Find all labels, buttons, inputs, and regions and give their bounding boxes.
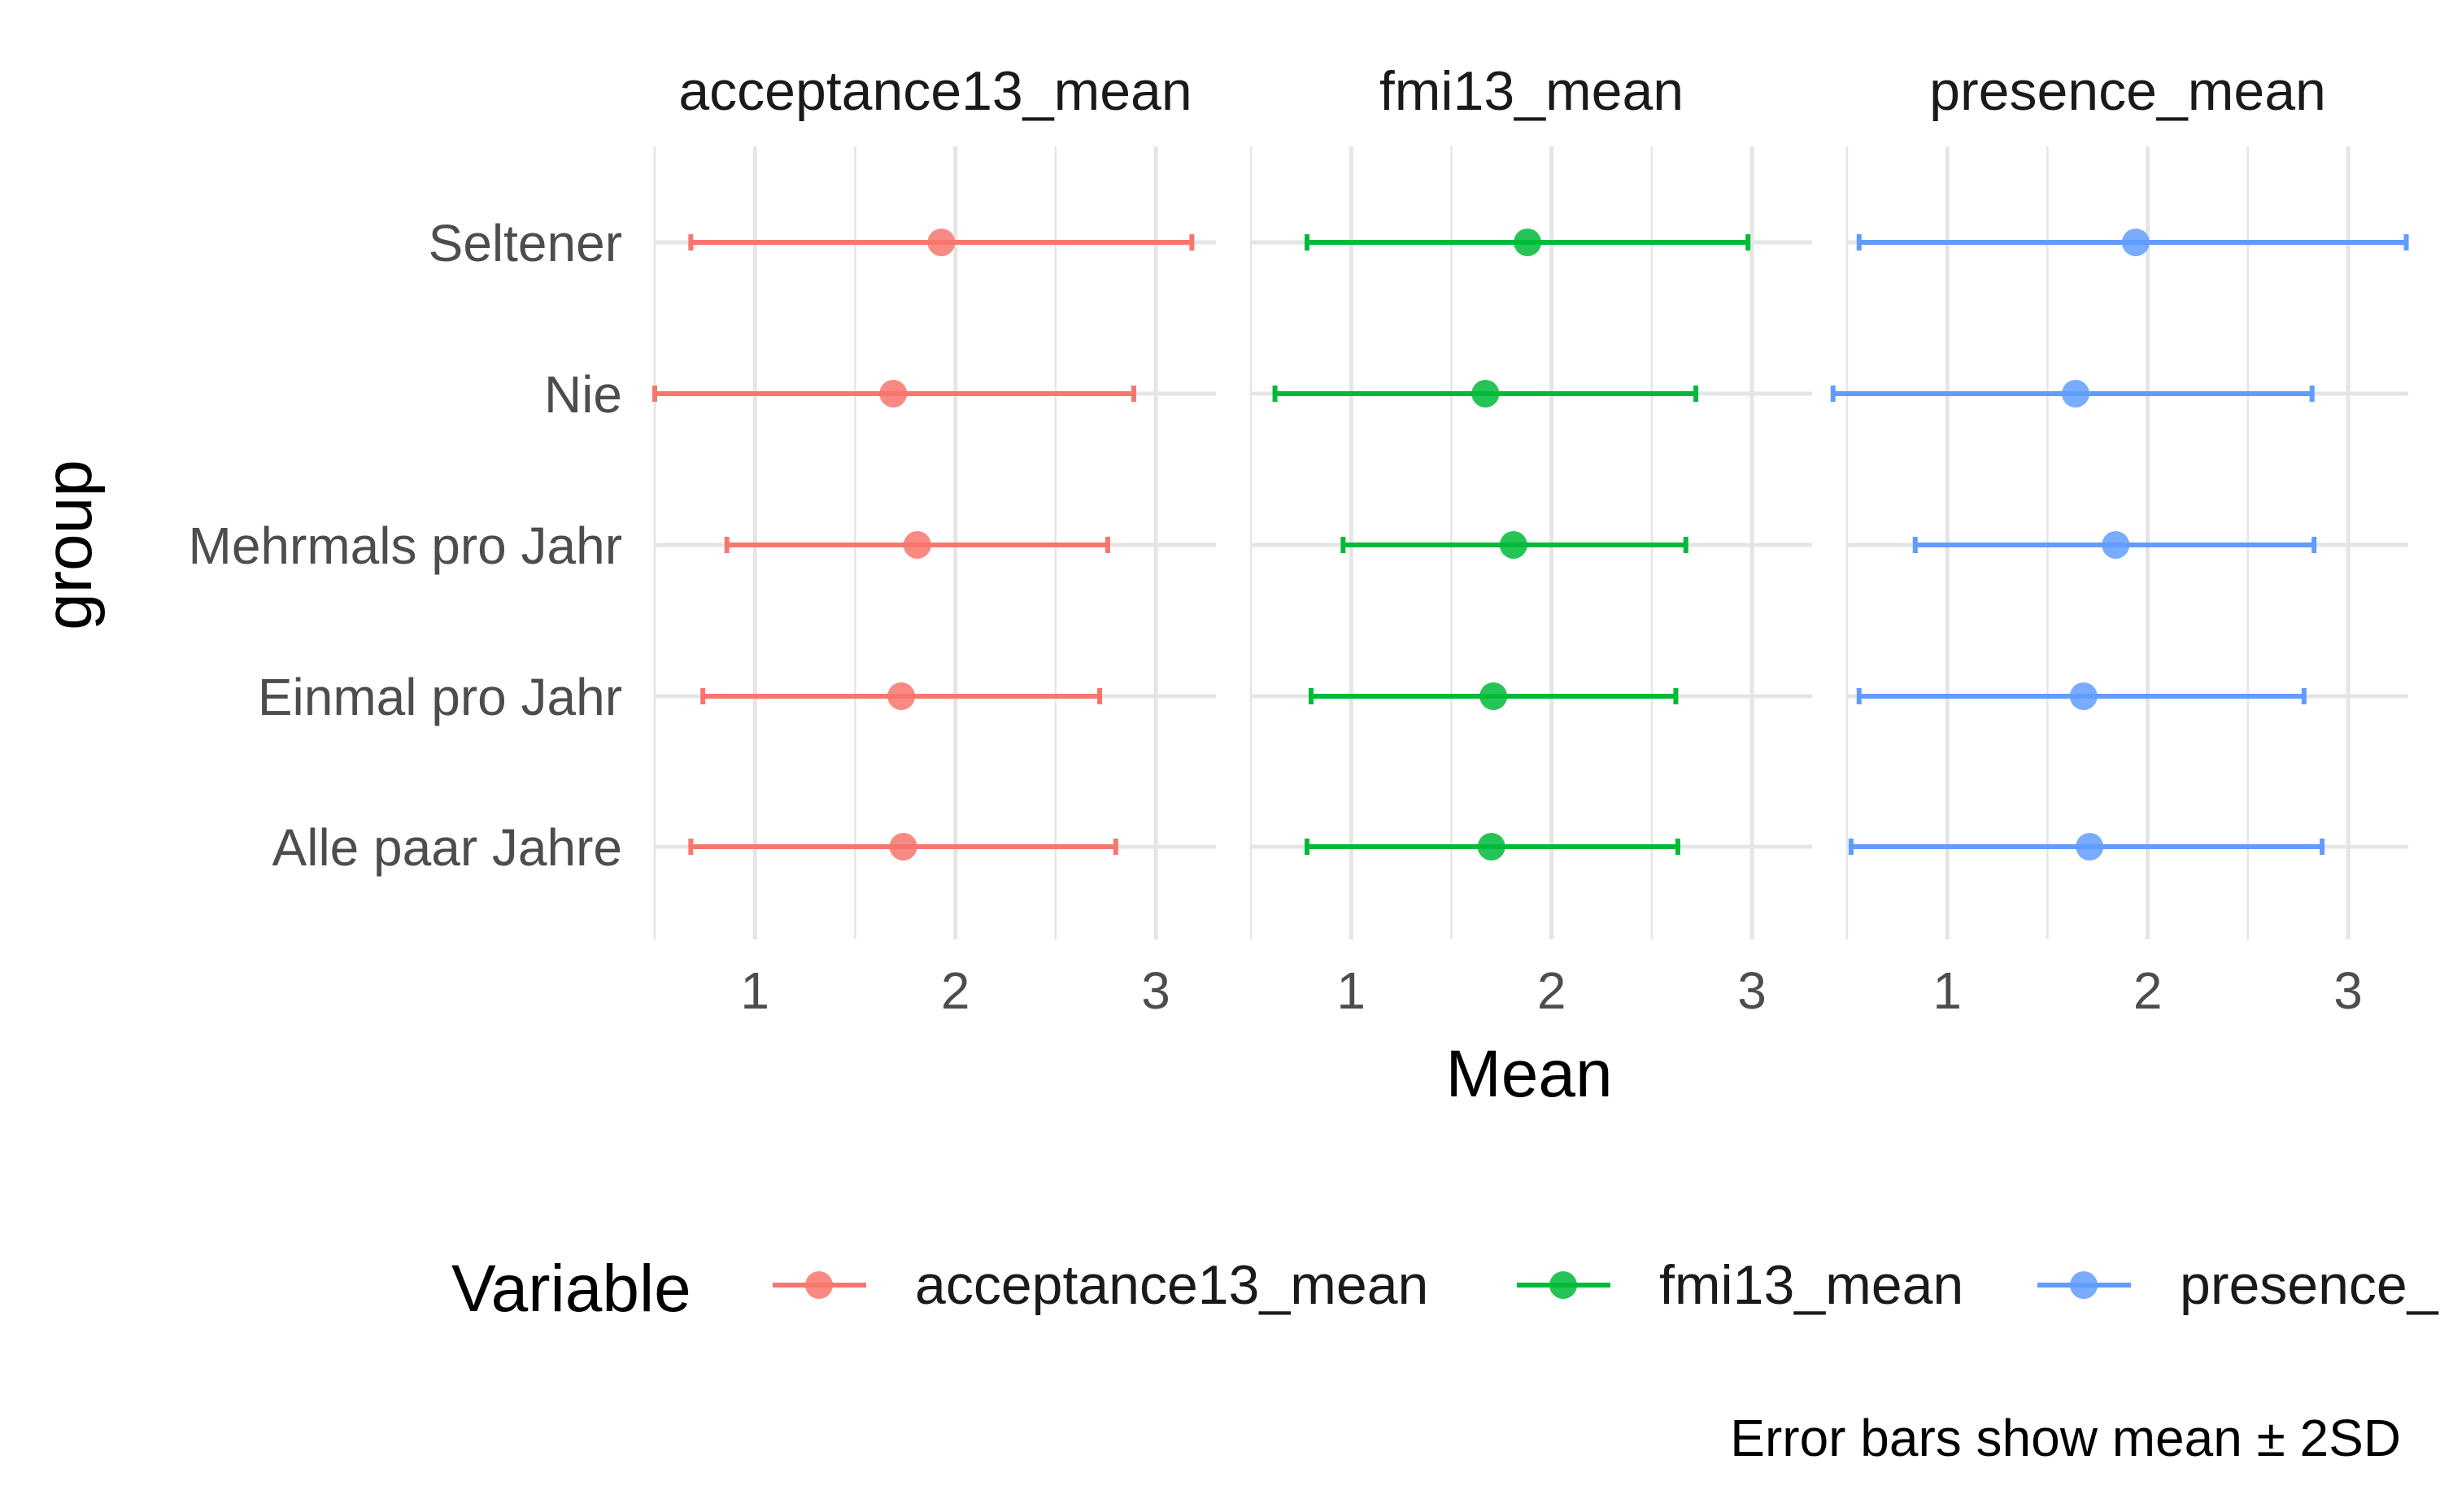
mean-point [887,682,916,710]
x-tick-label: 2 [1537,961,1566,1020]
legend-title: Variable [451,1252,691,1326]
mean-point [927,229,956,256]
legend-label: fmi13_mean [1659,1254,1963,1316]
mean-point [2076,833,2104,861]
y-axis-title: group [32,460,106,630]
x-tick-label: 2 [941,961,970,1020]
y-tick-label: Mehrmals pro Jahr [189,516,623,575]
mean-point [903,531,931,559]
legend-label: presence_mean [2180,1254,2440,1316]
panel-title: presence_mean [1929,60,2326,122]
mean-point [1499,531,1527,559]
y-tick-label: Seltener [429,214,622,272]
panel-title: fmi13_mean [1379,60,1684,122]
x-tick-label: 1 [740,961,769,1020]
legend-key-point [805,1271,833,1299]
mean-point [2061,380,2089,407]
y-tick-label: Einmal pro Jahr [258,668,622,726]
x-axis-title: Mean [1445,1037,1612,1111]
x-tick-label: 1 [1336,961,1366,1020]
x-tick-label: 3 [2333,961,2363,1020]
y-tick-label: Nie [544,365,622,424]
mean-point [1471,380,1500,407]
mean-point [1514,229,1542,256]
x-tick-label: 2 [2133,961,2163,1020]
legend-key-point [1549,1271,1577,1299]
mean-point [1479,682,1508,710]
mean-point [2069,682,2098,710]
x-tick-label: 3 [1737,961,1767,1020]
y-tick-label: Alle paar Jahre [272,818,622,877]
mean-point [889,833,917,861]
legend-label: acceptance13_mean [915,1254,1428,1316]
x-tick-label: 3 [1141,961,1170,1020]
mean-point [879,380,908,407]
caption: Error bars show mean ± 2SD [1730,1409,2401,1467]
mean-point [2102,531,2130,559]
x-tick-label: 1 [1932,961,1962,1020]
mean-point [2121,229,2150,256]
mean-point [1477,833,1505,861]
legend-key-point [2070,1271,2098,1299]
panel-title: acceptance13_mean [678,60,1192,122]
